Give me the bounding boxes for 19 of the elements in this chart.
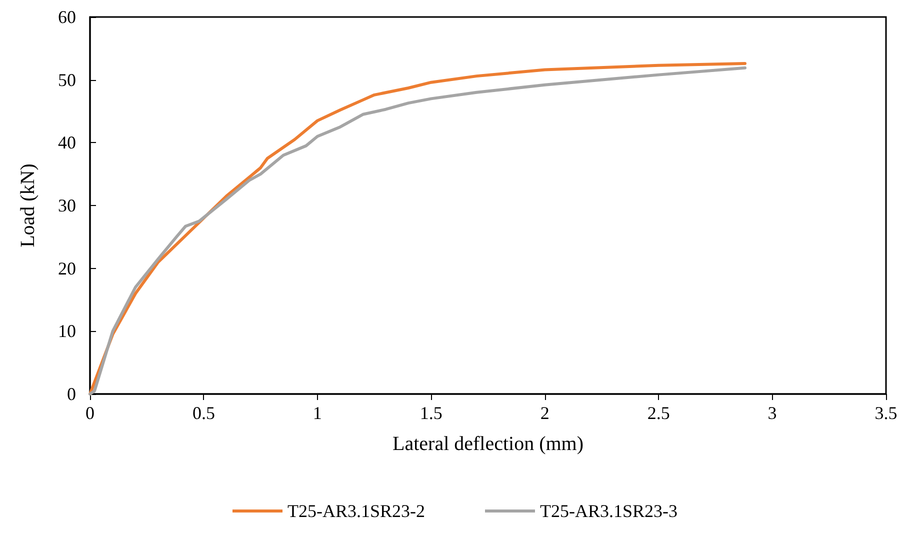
y-tick-label: 50 xyxy=(58,70,76,90)
y-tick-label: 60 xyxy=(58,7,76,27)
x-tick-label: 0.5 xyxy=(192,403,215,423)
x-tick-label: 3 xyxy=(768,403,777,423)
y-tick-label: 20 xyxy=(58,258,76,278)
y-tick-label: 10 xyxy=(58,321,76,342)
y-tick-label: 40 xyxy=(58,132,76,153)
y-axis-title: Load (kN) xyxy=(17,164,39,248)
y-tick-label: 0 xyxy=(67,384,76,404)
x-tick-label: 0 xyxy=(86,403,94,423)
legend-label: T25-AR3.1SR23-2 xyxy=(287,501,426,521)
legend-label: T25-AR3.1SR23-3 xyxy=(540,501,678,521)
x-tick-label: 3.5 xyxy=(874,403,898,423)
x-tick-label: 2.5 xyxy=(647,403,670,423)
x-tick-label: 1.5 xyxy=(420,403,442,423)
x-axis-title: Lateral deflection (mm) xyxy=(392,433,584,455)
y-tick-label: 30 xyxy=(58,196,76,216)
x-tick-label: 2 xyxy=(540,403,550,423)
x-tick-label: 1 xyxy=(312,403,322,423)
